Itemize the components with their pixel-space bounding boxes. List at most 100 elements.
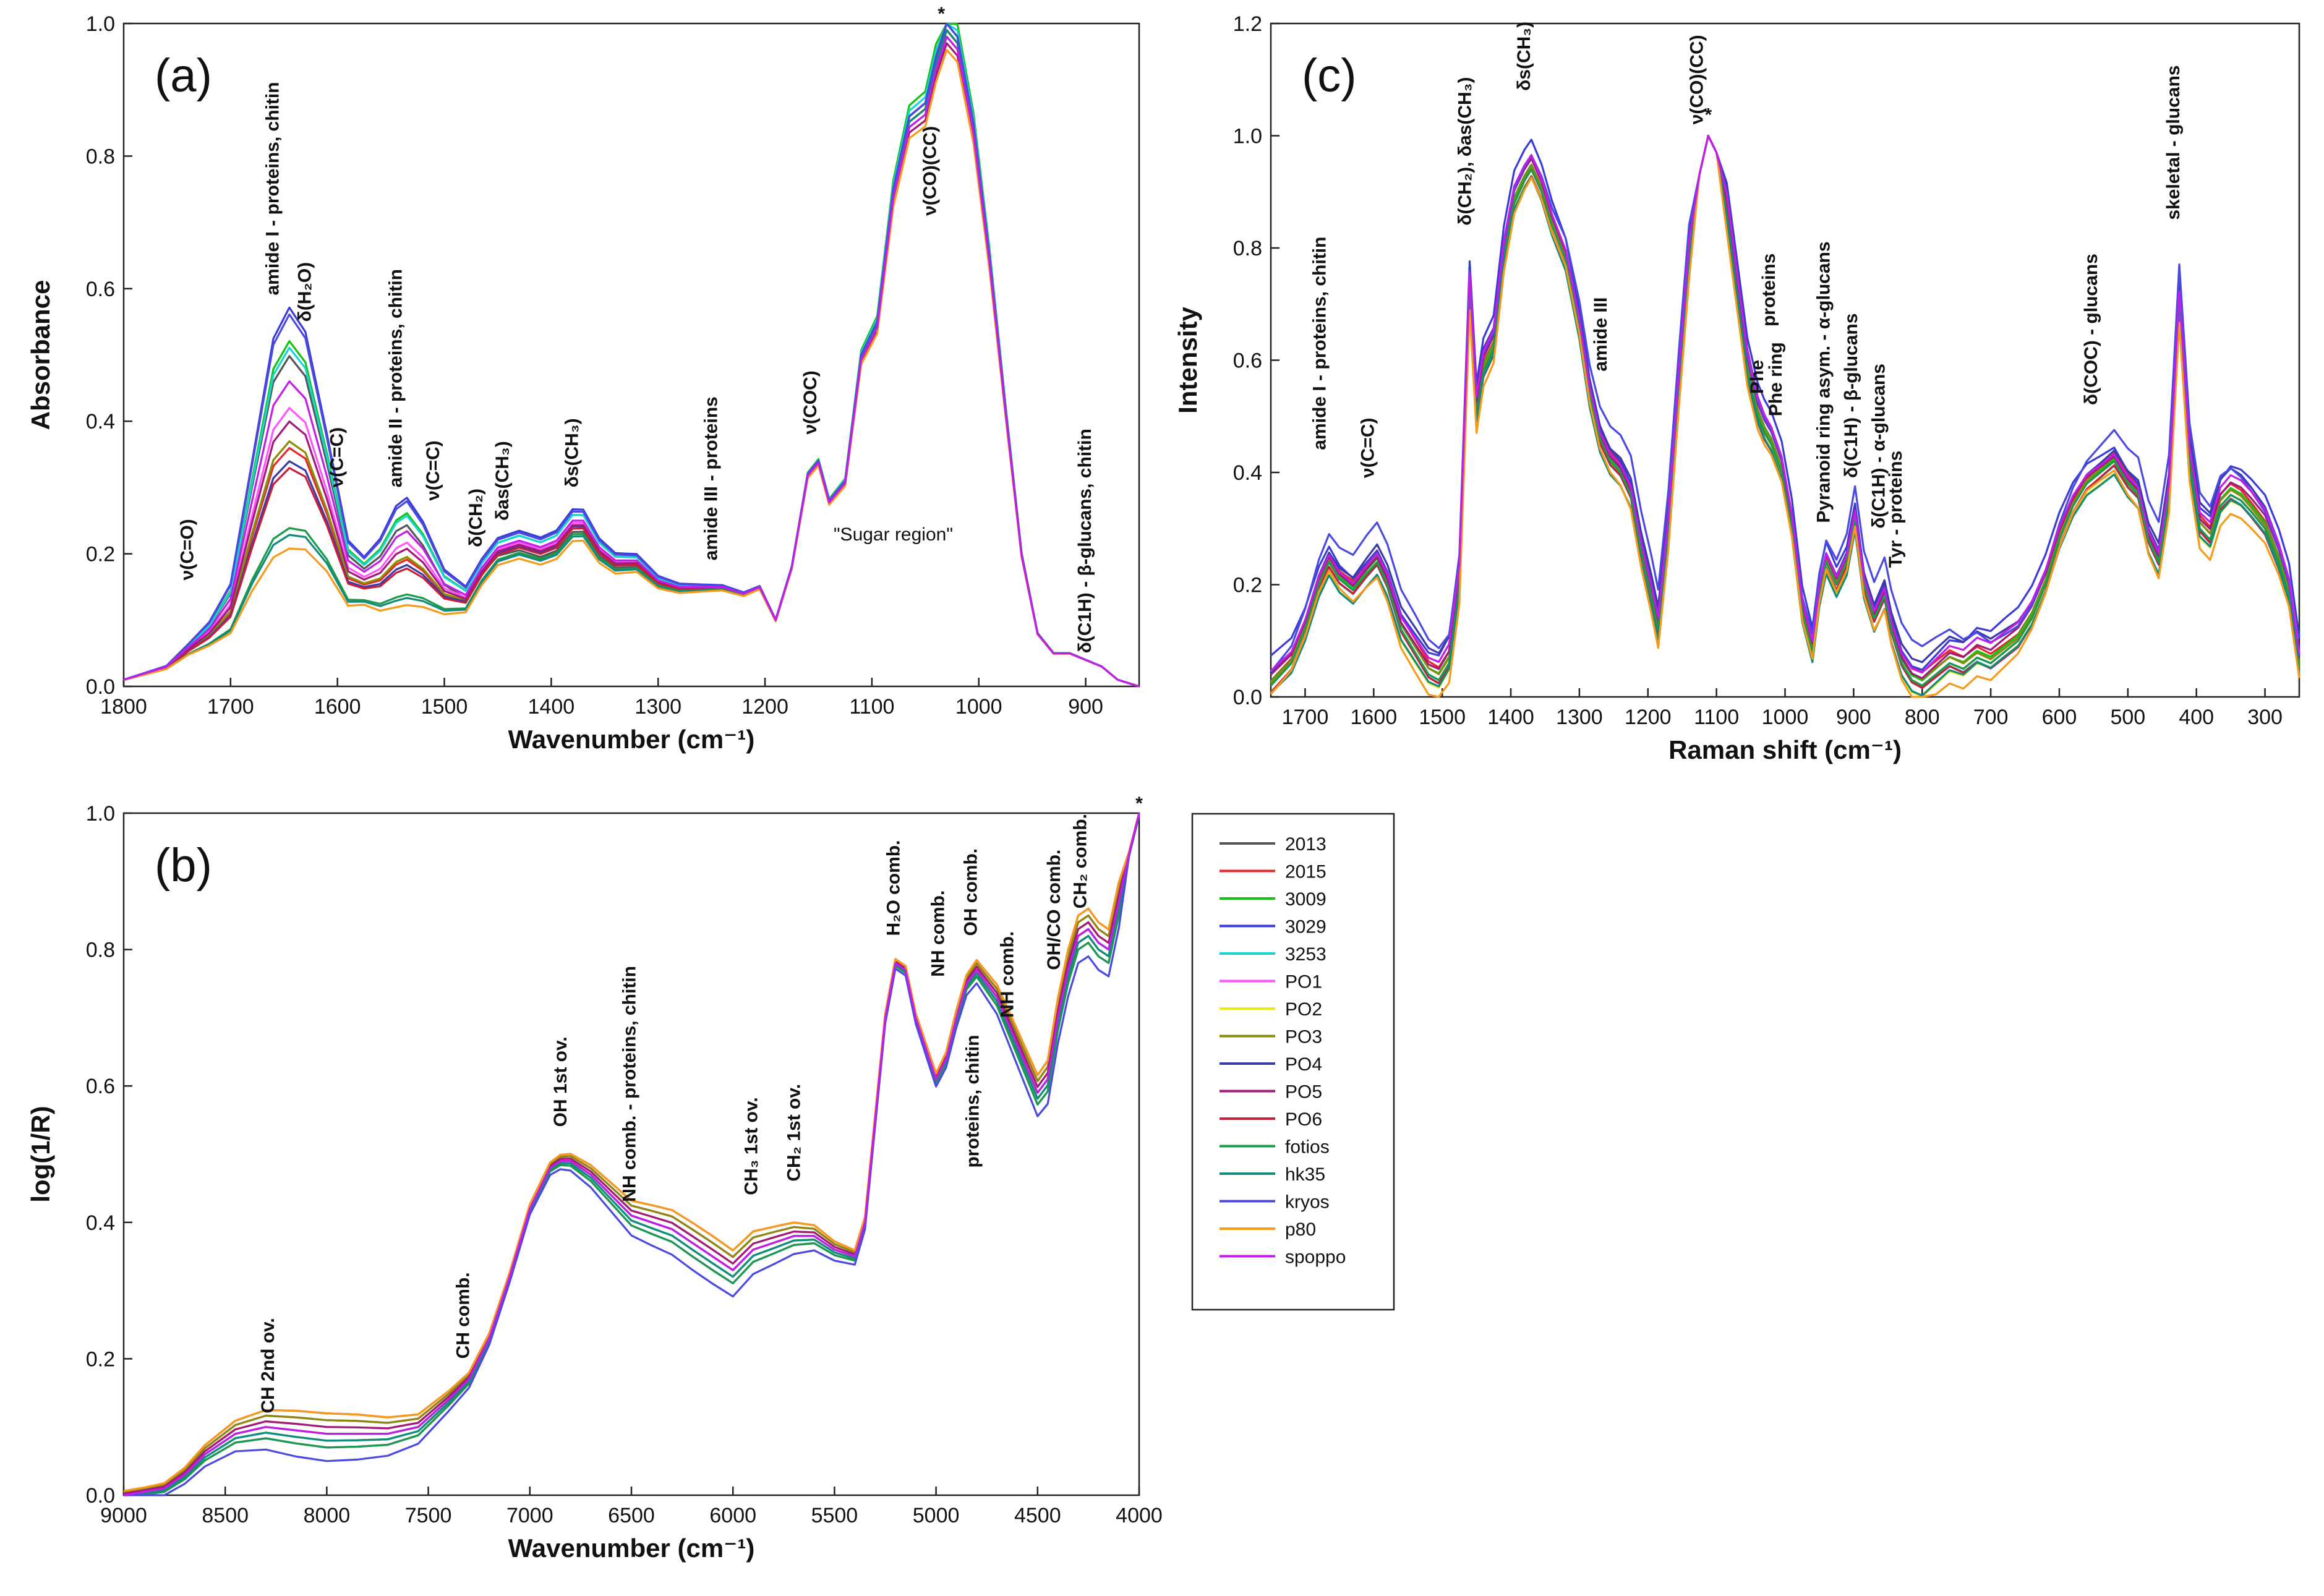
annotation-a: ν(CO)(CC) bbox=[920, 126, 941, 216]
annotation-b: OH 1st ov. bbox=[550, 1036, 571, 1127]
annotation-c: Pyranoid ring asym. - α-glucans bbox=[1814, 241, 1834, 523]
annotation-c: Phe bbox=[1747, 360, 1767, 394]
y-tick-label-c: 1.2 bbox=[1233, 12, 1262, 36]
panel-label-c: (c) bbox=[1302, 49, 1357, 102]
x-tick-label-c: 1500 bbox=[1419, 706, 1466, 729]
annotation-a: ν(C=C) bbox=[423, 440, 443, 501]
legend-label-3009: 3009 bbox=[1285, 889, 1326, 910]
series-line-a-p80 bbox=[123, 49, 1140, 688]
annotation-b: proteins, chitin bbox=[963, 1035, 983, 1168]
annotation-b: NH comb. - proteins, chitin bbox=[620, 966, 640, 1202]
annotation-b: OH/CO comb. bbox=[1044, 850, 1064, 970]
annotation-a: δs(CH₃) bbox=[562, 418, 583, 487]
annotation-c: δ(CH₂), δas(CH₃) bbox=[1455, 77, 1476, 225]
x-tick-label-a: 1800 bbox=[100, 695, 147, 719]
series-line-c-spoppo bbox=[1270, 134, 2301, 674]
annotation-b: CH 2nd ov. bbox=[258, 1318, 278, 1413]
x-tick-label-b: 6000 bbox=[709, 1504, 756, 1527]
series-line-b-p80 bbox=[123, 813, 1140, 1492]
legend-label-PO3: PO3 bbox=[1285, 1027, 1322, 1048]
x-tick-label-b: 4500 bbox=[1014, 1504, 1061, 1527]
x-tick-label-a: 1200 bbox=[741, 695, 788, 719]
peak-marker-c: * bbox=[1704, 105, 1712, 125]
legend-label-PO4: PO4 bbox=[1285, 1054, 1322, 1075]
x-tick-label-b: 6500 bbox=[608, 1504, 655, 1527]
annotation-b: CH₃ 1st ov. bbox=[741, 1097, 762, 1195]
annotation-a: ν(C=C) bbox=[327, 427, 347, 488]
y-tick-label-b: 0.8 bbox=[86, 939, 115, 962]
x-tick-label-b: 9000 bbox=[100, 1504, 147, 1527]
x-tick-label-b: 7000 bbox=[506, 1504, 553, 1527]
x-tick-label-b: 8000 bbox=[304, 1504, 351, 1527]
annotation-b: H₂O comb. bbox=[883, 840, 904, 936]
series-line-b-kryos bbox=[124, 815, 1140, 1496]
x-tick-label-b: 7500 bbox=[405, 1504, 452, 1527]
y-tick-label-a: 0.6 bbox=[86, 278, 115, 301]
plot-frame-a bbox=[122, 22, 1140, 688]
annotation-c: ν(C=C) bbox=[1357, 418, 1378, 479]
annotation-a: amide III - proteins bbox=[701, 396, 721, 560]
y-tick-label-c: 0.4 bbox=[1233, 461, 1262, 485]
legend-label-kryos: kryos bbox=[1285, 1192, 1330, 1213]
x-tick-label-c: 1200 bbox=[1625, 706, 1672, 729]
legend-label-2013: 2013 bbox=[1285, 834, 1326, 855]
x-tick-label-b: 4000 bbox=[1116, 1504, 1163, 1527]
x-tick-label-c: 400 bbox=[2179, 706, 2214, 729]
legend-label-PO6: PO6 bbox=[1285, 1109, 1322, 1130]
x-tick-label-b: 5000 bbox=[913, 1504, 960, 1527]
annotation-a: "Sugar region" bbox=[834, 524, 953, 545]
annotation-a: δ(CH₂) bbox=[466, 489, 486, 547]
x-tick-label-a: 1400 bbox=[528, 695, 575, 719]
legend-label-spoppo: spoppo bbox=[1285, 1247, 1346, 1268]
x-tick-label-a: 1000 bbox=[955, 695, 1002, 719]
series-line-a-kryos bbox=[123, 22, 1140, 688]
annotation-a: amide I - proteins, chitin bbox=[263, 82, 283, 295]
x-axis-label-b: Wavenumber (cm⁻¹) bbox=[508, 1534, 755, 1563]
y-tick-label-c: 0.8 bbox=[1233, 237, 1262, 260]
y-tick-label-a: 0.4 bbox=[86, 410, 115, 433]
annotation-a: δ(H₂O) bbox=[294, 262, 315, 322]
panel-label-a: (a) bbox=[155, 49, 212, 102]
annotation-c: proteins bbox=[1759, 254, 1779, 326]
legend-label-PO5: PO5 bbox=[1285, 1082, 1322, 1103]
series-line-b-fotios bbox=[123, 814, 1140, 1496]
legend-label-hk35: hk35 bbox=[1285, 1164, 1325, 1185]
legend-label-2015: 2015 bbox=[1285, 862, 1326, 882]
annotation-c: δs(CH₃) bbox=[1514, 22, 1534, 91]
x-tick-label-a: 1300 bbox=[634, 695, 681, 719]
legend-box bbox=[1191, 813, 1395, 1311]
legend-label-PO2: PO2 bbox=[1285, 999, 1322, 1020]
series-line-b-spoppo bbox=[123, 813, 1140, 1496]
y-tick-label-a: 0.2 bbox=[86, 543, 115, 566]
annotation-b: NH comb. bbox=[997, 931, 1017, 1018]
annotation-c: ν(CO)(CC) bbox=[1686, 35, 1707, 124]
y-axis-label-c: Intensity bbox=[1173, 307, 1202, 414]
y-tick-label-c: 0.2 bbox=[1233, 574, 1262, 597]
x-tick-label-a: 1700 bbox=[207, 695, 254, 719]
y-tick-label-a: 0.8 bbox=[86, 145, 115, 168]
y-axis-label-b: log(1/R) bbox=[26, 1106, 55, 1202]
series-line-b-hk35 bbox=[123, 813, 1140, 1496]
annotation-c: δ(C1H) - α-glucans bbox=[1868, 364, 1889, 529]
annotation-c: Tyr - proteins bbox=[1886, 451, 1906, 568]
x-tick-label-c: 800 bbox=[1905, 706, 1940, 729]
x-tick-label-c: 600 bbox=[2042, 706, 2077, 729]
y-tick-label-b: 0.2 bbox=[86, 1347, 115, 1371]
y-tick-label-b: 0.4 bbox=[86, 1211, 115, 1235]
annotation-a: ν(C=O) bbox=[177, 519, 197, 580]
x-tick-label-c: 1400 bbox=[1487, 706, 1534, 729]
y-tick-label-c: 0.0 bbox=[1233, 686, 1262, 709]
legend-label-fotios: fotios bbox=[1285, 1137, 1330, 1158]
x-tick-label-a: 1600 bbox=[314, 695, 361, 719]
annotation-c: Phe ring bbox=[1766, 342, 1786, 416]
annotation-a: δ(C1H) - β-glucans, chitin bbox=[1075, 429, 1095, 653]
series-line-a-spoppo bbox=[123, 35, 1140, 688]
x-axis-label-c: Raman shift (cm⁻¹) bbox=[1668, 735, 1902, 764]
annotation-b: CH₂ 1st ov. bbox=[784, 1084, 805, 1182]
annotation-b: CH comb. bbox=[453, 1272, 473, 1359]
y-tick-label-b: 0.6 bbox=[86, 1075, 115, 1098]
y-tick-label-b: 1.0 bbox=[86, 802, 115, 826]
x-tick-label-a: 1100 bbox=[849, 695, 894, 719]
